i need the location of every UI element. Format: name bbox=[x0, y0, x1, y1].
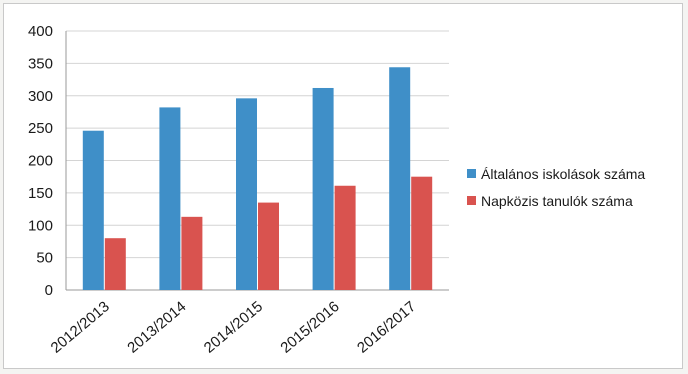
bar-altalanos bbox=[159, 107, 181, 290]
bar-napkozis bbox=[411, 176, 433, 290]
legend-entry: Általános iskolások száma bbox=[481, 166, 645, 182]
y-tick-label: 300 bbox=[28, 88, 53, 105]
grid-layer bbox=[65, 30, 449, 291]
y-tick-label: 50 bbox=[36, 250, 53, 267]
bar-napkozis bbox=[181, 216, 203, 290]
bar-altalanos bbox=[389, 67, 411, 290]
bar-altalanos bbox=[82, 130, 104, 290]
y-tick-label: 0 bbox=[45, 282, 53, 299]
y-axis-ticks: 0 50 100 150 200 250 300 350 400 bbox=[28, 23, 53, 299]
y-tick-label: 100 bbox=[28, 217, 53, 234]
x-tick-label: 2016/2017 bbox=[354, 298, 419, 357]
x-tick-label: 2015/2016 bbox=[277, 298, 342, 357]
x-tick-label: 2013/2014 bbox=[124, 298, 189, 357]
bar-napkozis bbox=[258, 202, 279, 290]
bar-napkozis bbox=[334, 185, 356, 290]
legend-swatch bbox=[467, 169, 476, 178]
bar-napkozis bbox=[104, 238, 126, 290]
legend-swatch bbox=[467, 196, 476, 205]
x-tick-label: 2014/2015 bbox=[201, 298, 266, 357]
chart-frame: 0 50 100 150 200 250 300 350 400 2012/2013 2013/2… bbox=[3, 3, 683, 369]
y-tick-label: 250 bbox=[28, 120, 53, 137]
bar-altalanos bbox=[312, 87, 334, 290]
y-tick-label: 400 bbox=[28, 23, 53, 40]
bar-altalanos bbox=[236, 98, 257, 290]
legend-entry: Napközis tanulók száma bbox=[481, 193, 633, 209]
legend: Általános iskolások száma Napközis tanuló… bbox=[467, 166, 645, 209]
bar-chart: 0 50 100 150 200 250 300 350 400 2012/2013 2013/2… bbox=[28, 23, 645, 357]
x-axis-ticks: 2012/2013 2013/2014 2014/2015 2015/2016 2016… bbox=[48, 298, 420, 357]
y-tick-label: 150 bbox=[28, 185, 53, 202]
y-tick-label: 200 bbox=[28, 153, 53, 170]
bar-layer bbox=[82, 67, 433, 290]
x-tick-label: 2012/2013 bbox=[48, 298, 113, 357]
y-tick-label: 350 bbox=[28, 55, 53, 72]
